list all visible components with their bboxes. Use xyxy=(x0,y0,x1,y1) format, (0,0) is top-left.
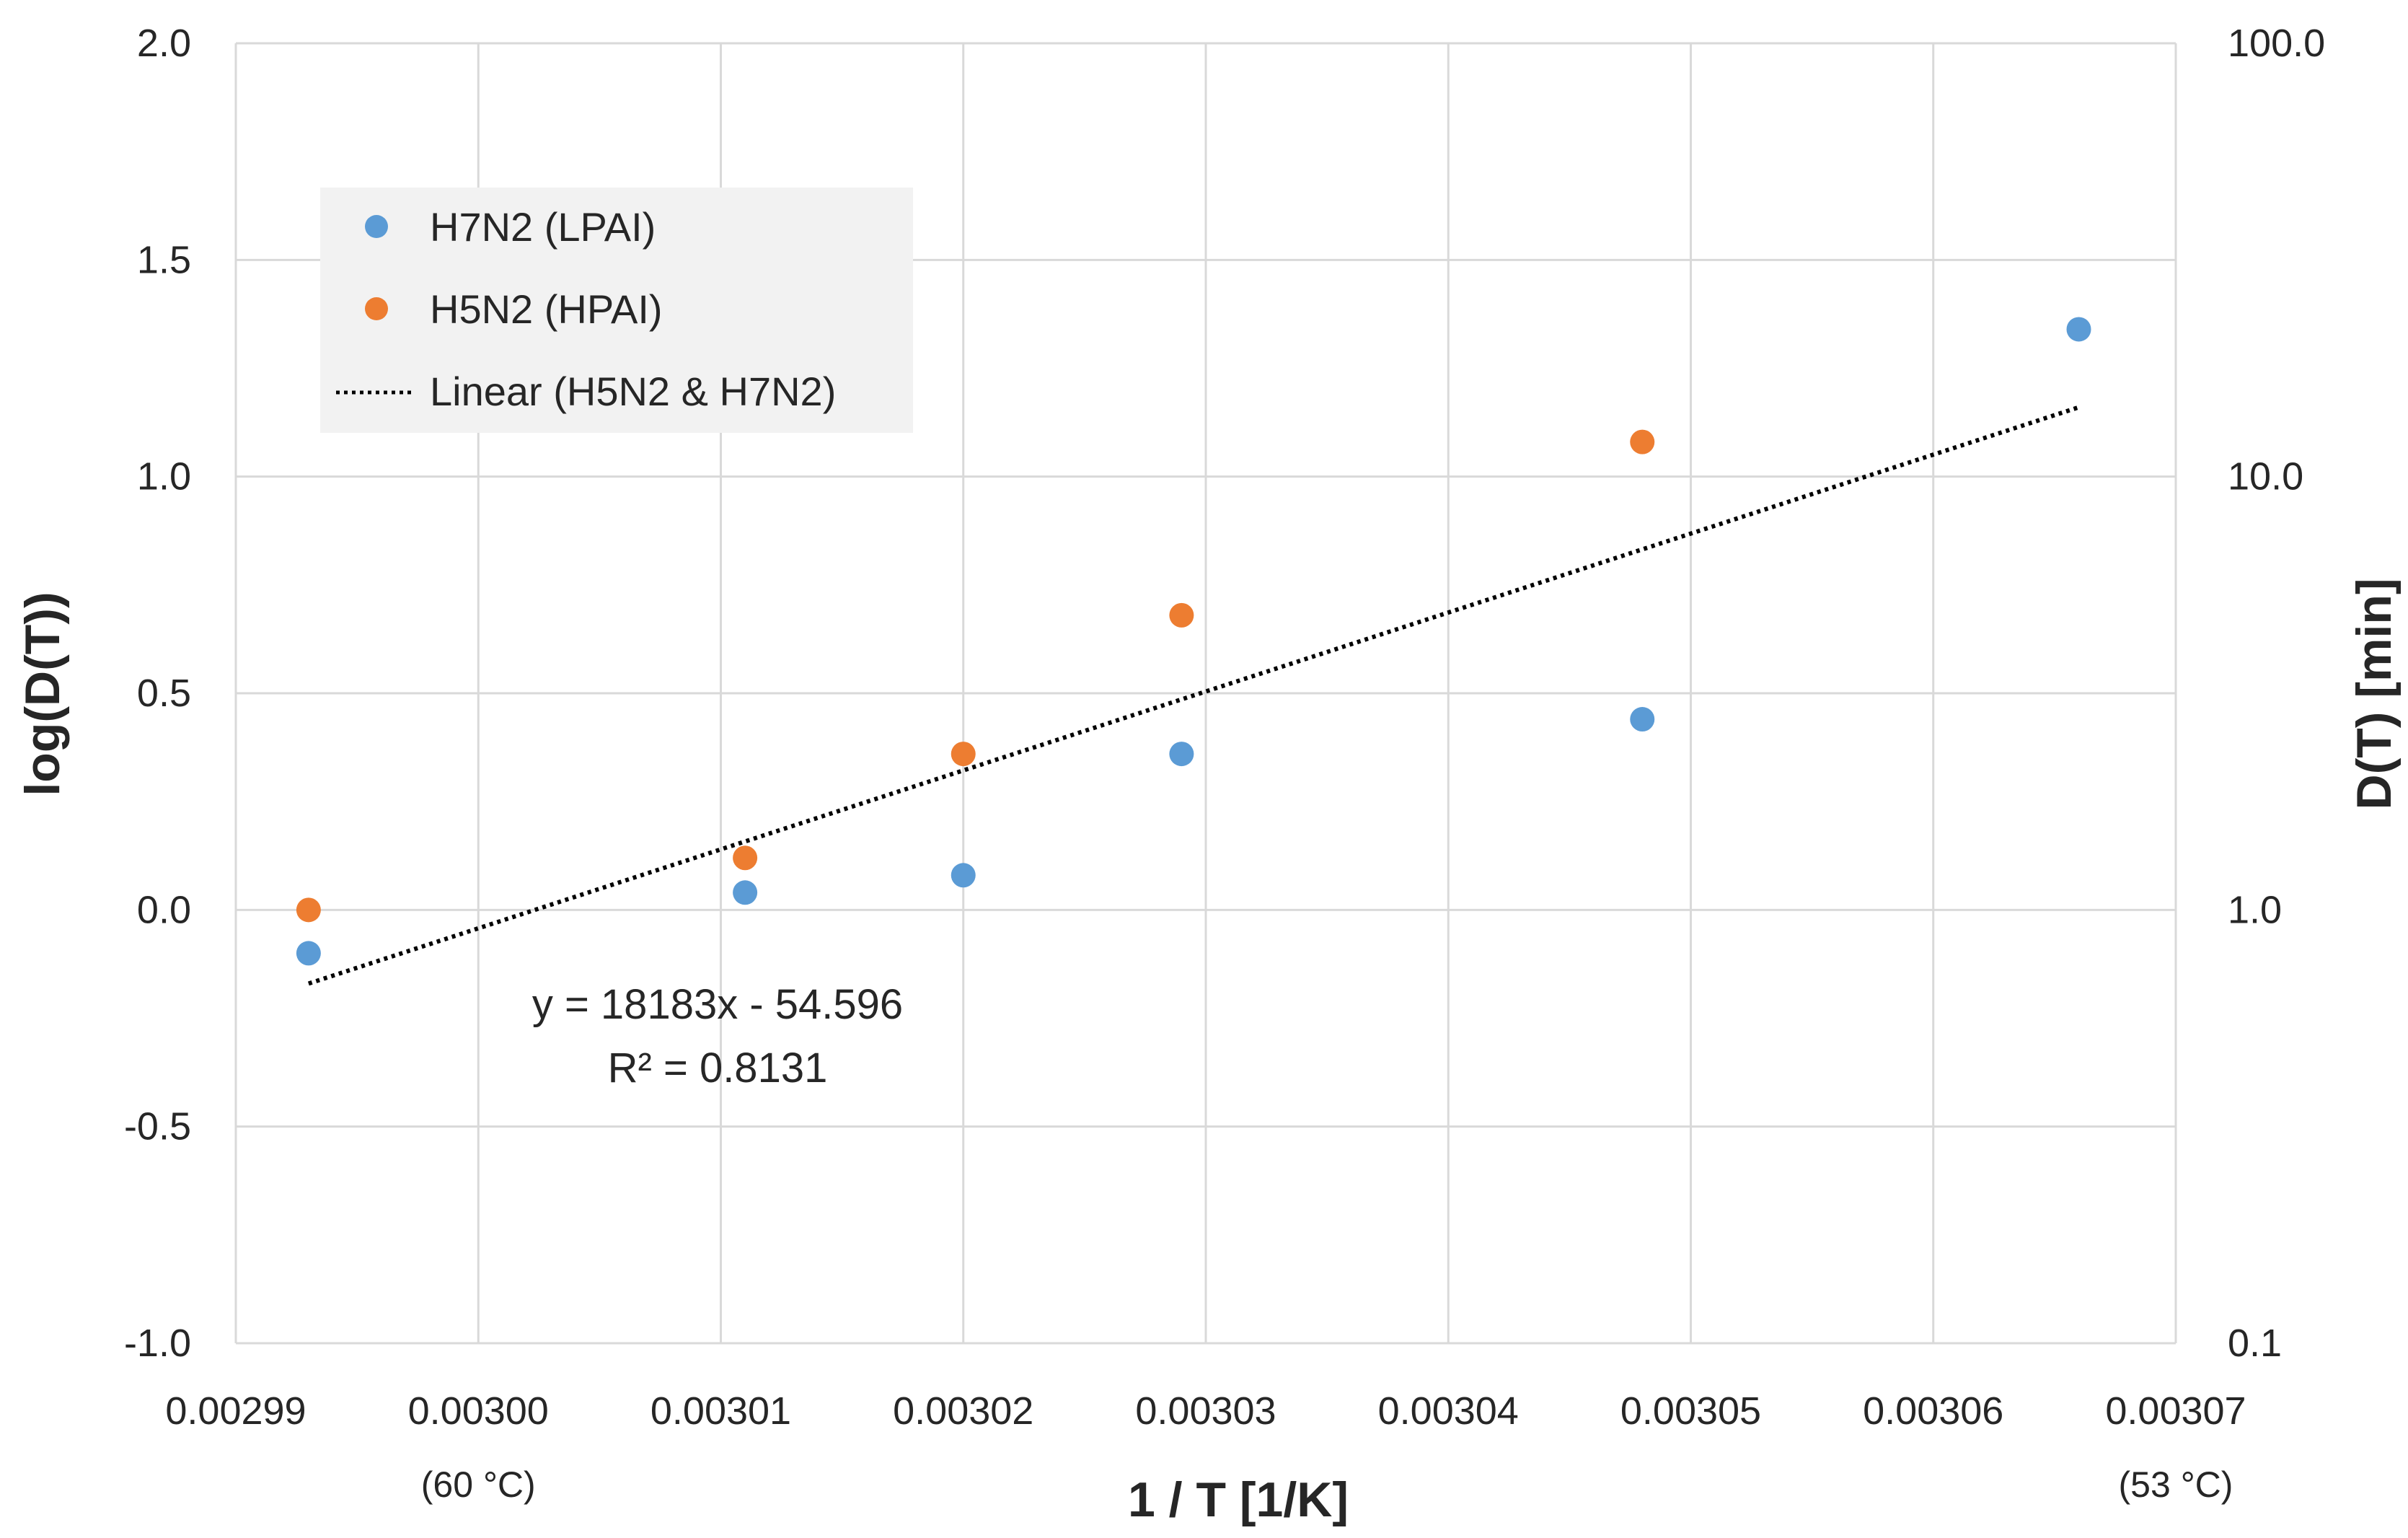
x-tick-label: 0.00307 xyxy=(2105,1389,2246,1433)
x-axis-ticks: 0.00299 0.00300 0.00301 0.00302 0.00303 0.003… xyxy=(165,1389,2246,1433)
y2-tick-label: 100.0 xyxy=(2228,22,2325,65)
series-h5n2 xyxy=(296,429,1655,923)
data-point xyxy=(1169,602,1194,628)
data-point xyxy=(733,880,758,905)
data-point xyxy=(951,742,976,767)
y-tick-label: 0.0 xyxy=(137,888,191,931)
legend-background xyxy=(320,188,913,433)
x-tick-label: 0.00299 xyxy=(165,1389,306,1433)
data-point xyxy=(1169,742,1194,767)
y-tick-label: -1.0 xyxy=(124,1322,191,1365)
legend-marker-h5n2 xyxy=(365,297,388,320)
y2-axis-ticks: 0.1 1.0 10.0 100.0 xyxy=(2228,22,2325,1365)
data-point xyxy=(296,941,321,966)
y2-tick-label: 1.0 xyxy=(2228,888,2282,931)
y-tick-label: 0.5 xyxy=(137,672,191,715)
trendline-layer xyxy=(307,405,2080,986)
y-tick-label: -0.5 xyxy=(124,1105,191,1148)
x-tick-label: 0.00306 xyxy=(1863,1389,2003,1433)
data-point xyxy=(951,863,976,888)
legend-label-h7n2: H7N2 (LPAI) xyxy=(430,204,656,250)
y2-tick-label: 10.0 xyxy=(2228,455,2303,498)
data-point xyxy=(1630,707,1655,732)
x-tick-label: 0.00302 xyxy=(893,1389,1033,1433)
y-tick-label: 2.0 xyxy=(137,22,191,65)
data-point xyxy=(296,897,321,923)
x-tick-label: 0.00300 xyxy=(408,1389,549,1433)
x-tick-label: 0.00303 xyxy=(1135,1389,1276,1433)
x-axis-title: 1 / T [1/K] xyxy=(1128,1472,1349,1527)
trendline-equation: y = 18183x - 54.596 xyxy=(532,981,903,1028)
y-tick-label: 1.5 xyxy=(137,238,191,281)
x-tick-label: 0.00305 xyxy=(1620,1389,1761,1433)
x-annotation-label: (60 °C) xyxy=(421,1464,536,1505)
legend-marker-h7n2 xyxy=(365,215,388,238)
y-axis-title: log(D(T)) xyxy=(15,592,70,796)
x-tick-label: 0.00301 xyxy=(650,1389,791,1433)
y-axis-ticks: -1.0 -0.5 0.0 0.5 1.0 1.5 2.0 xyxy=(124,22,191,1365)
legend-label-h5n2: H5N2 (HPAI) xyxy=(430,286,663,332)
y2-axis-title: D(T) [min] xyxy=(2347,578,2402,809)
legend: H7N2 (LPAI) H5N2 (HPAI) Linear (H5N2 & H… xyxy=(320,188,913,433)
x-tick-label: 0.00304 xyxy=(1378,1389,1519,1433)
trendline-r-squared: R² = 0.8131 xyxy=(608,1045,828,1091)
trendline xyxy=(307,405,2080,986)
series-h7n2 xyxy=(296,317,2091,966)
legend-label-trendline: Linear (H5N2 & H7N2) xyxy=(430,369,836,414)
data-points-layer xyxy=(296,317,2091,966)
data-point xyxy=(733,845,758,871)
x-axis-annotations: (60 °C) (53 °C) xyxy=(421,1464,2233,1505)
y2-tick-label: 0.1 xyxy=(2228,1322,2282,1365)
data-point xyxy=(2066,317,2091,342)
x-annotation-label: (53 °C) xyxy=(2119,1464,2233,1505)
data-point xyxy=(1630,429,1655,454)
y-tick-label: 1.0 xyxy=(137,455,191,498)
